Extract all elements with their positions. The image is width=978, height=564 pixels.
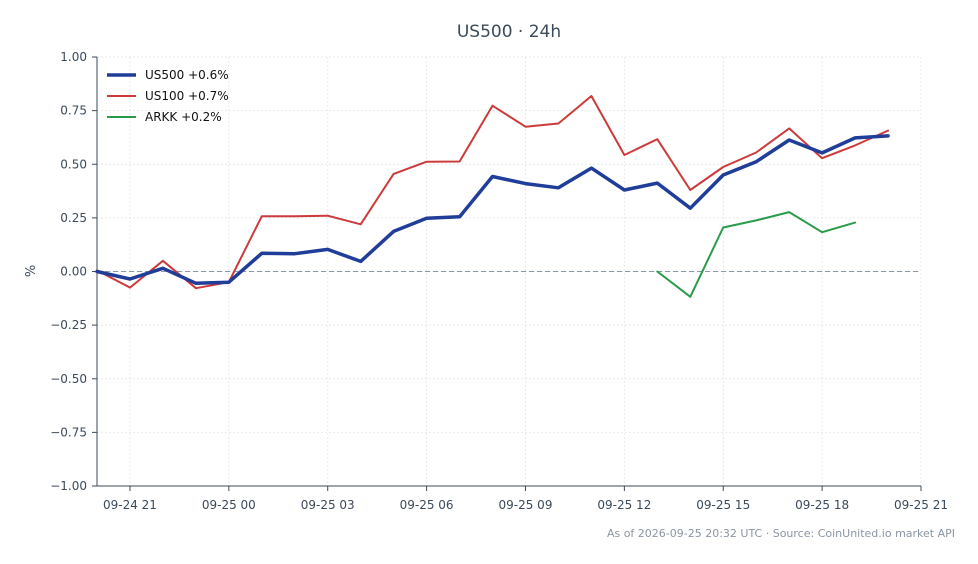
chart-title: US500 · 24h bbox=[457, 22, 561, 42]
x-tick-label: 09-25 00 bbox=[202, 498, 256, 512]
x-tick-label: 09-25 06 bbox=[400, 498, 454, 512]
series-line-0 bbox=[95, 134, 890, 286]
y-tick-label: −0.50 bbox=[50, 372, 87, 386]
footer-source: As of 2026-09-25 20:32 UTC · Source: Coi… bbox=[607, 527, 955, 540]
y-axis-label: % bbox=[24, 265, 39, 277]
legend-label: US100 +0.7% bbox=[145, 89, 229, 103]
x-tick-label: 09-25 21 bbox=[894, 498, 948, 512]
x-tick-label: 09-25 15 bbox=[696, 498, 750, 512]
y-tick-label: 0.75 bbox=[60, 104, 87, 118]
legend-label: US500 +0.6% bbox=[145, 68, 229, 82]
y-tick-label: −0.25 bbox=[50, 318, 87, 332]
y-tick-label: 0.00 bbox=[60, 265, 87, 279]
series-line-2 bbox=[656, 211, 857, 298]
y-tick-label: 1.00 bbox=[60, 50, 87, 64]
y-tick-label: 0.50 bbox=[60, 157, 87, 171]
y-ticks: −1.00 −0.75 −0.50 −0.25 0.00 0.25 0.50 0.75 1.00 bbox=[50, 50, 97, 493]
x-tick-label: 09-25 09 bbox=[499, 498, 553, 512]
series-lines bbox=[95, 95, 890, 298]
x-ticks: 09-24 21 09-25 00 09-25 03 09-25 06 09-25 09… bbox=[103, 486, 948, 512]
legend-label: ARKK +0.2% bbox=[145, 110, 222, 124]
y-tick-label: −1.00 bbox=[50, 479, 87, 493]
x-tick-label: 09-25 12 bbox=[597, 498, 651, 512]
x-tick-label: 09-25 03 bbox=[301, 498, 355, 512]
series-line-1 bbox=[96, 95, 889, 290]
legend: US500 +0.6% US100 +0.7% ARKK +0.2% bbox=[107, 68, 229, 124]
y-tick-label: −0.75 bbox=[50, 425, 87, 439]
x-tick-label: 09-25 18 bbox=[795, 498, 849, 512]
x-tick-label: 09-24 21 bbox=[103, 498, 157, 512]
y-tick-label: 0.25 bbox=[60, 211, 87, 225]
